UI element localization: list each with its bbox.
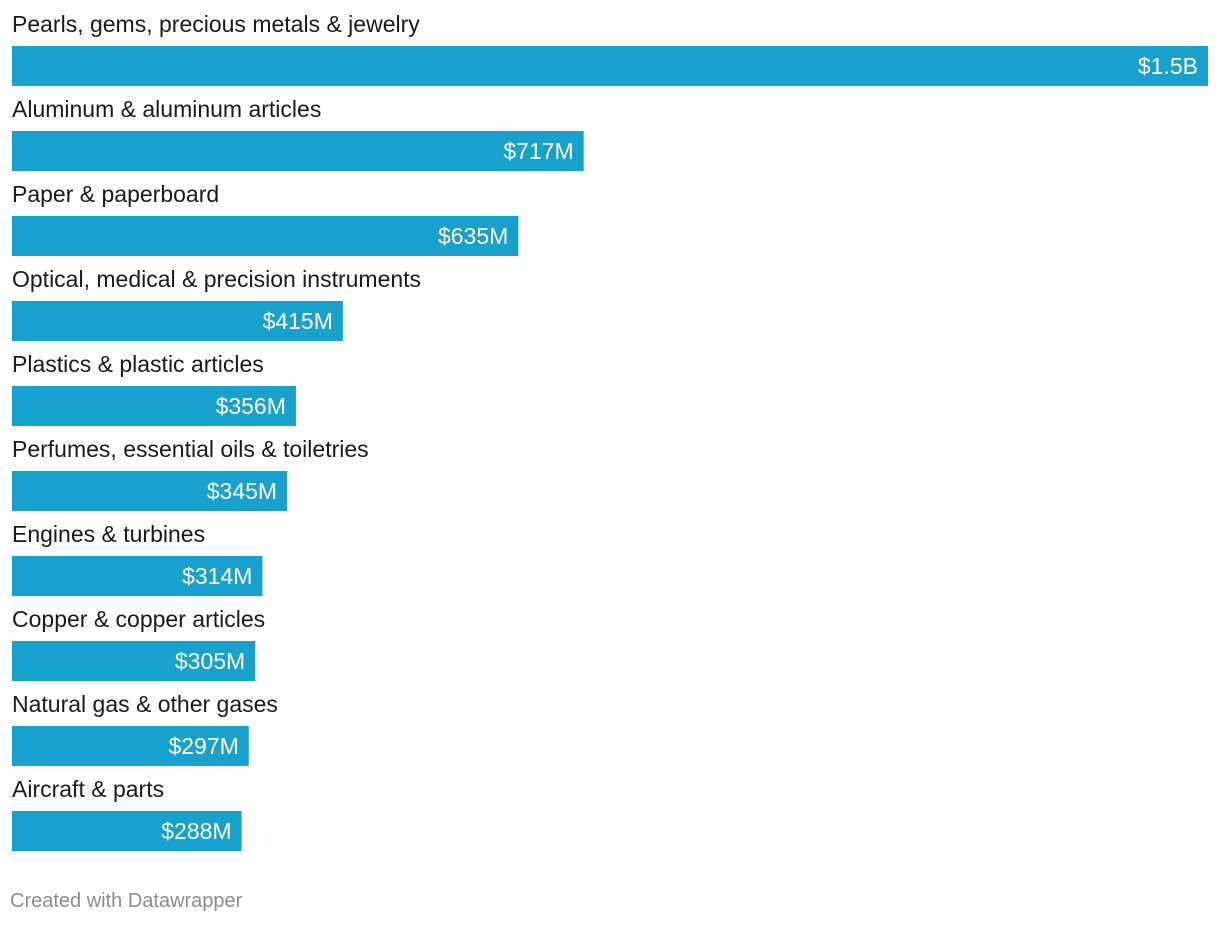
bar: [12, 556, 263, 596]
value-label: $717M: [503, 138, 573, 164]
bar-row: Aircraft & parts $288M: [12, 776, 242, 851]
category-label: Natural gas & other gases: [12, 691, 278, 717]
bar: [12, 386, 296, 426]
category-label: Paper & paperboard: [12, 181, 219, 207]
bar-row: Engines & turbines $314M: [12, 521, 263, 596]
category-label: Optical, medical & precision instruments: [12, 266, 421, 292]
value-label: $314M: [182, 563, 252, 589]
bar: [12, 811, 242, 851]
bar-row: Optical, medical & precision instruments…: [12, 266, 421, 341]
bar-row: Perfumes, essential oils & toiletries $34…: [12, 436, 369, 511]
bar-row: Aluminum & aluminum articles $717M: [12, 96, 584, 171]
bar-chart: Pearls, gems, precious metals & jewelry $…: [12, 11, 1208, 851]
category-label: Plastics & plastic articles: [12, 351, 264, 377]
value-label: $345M: [207, 478, 277, 504]
category-label: Copper & copper articles: [12, 606, 265, 632]
value-label: $635M: [438, 223, 508, 249]
bar-row: Natural gas & other gases $297M: [12, 691, 278, 766]
bar-row: Paper & paperboard $635M: [12, 181, 519, 256]
category-label: Perfumes, essential oils & toiletries: [12, 436, 369, 462]
value-label: $305M: [175, 648, 245, 674]
value-label: $1.5B: [1138, 53, 1198, 79]
datawrapper-credit[interactable]: Created with Datawrapper: [10, 890, 243, 912]
category-label: Aircraft & parts: [12, 776, 164, 802]
bar-row: Plastics & plastic articles $356M: [12, 351, 296, 426]
bar: [12, 471, 288, 511]
category-label: Pearls, gems, precious metals & jewelry: [12, 11, 420, 37]
bar-row: Copper & copper articles $305M: [12, 606, 265, 681]
bar: [12, 726, 249, 766]
value-label: $297M: [168, 733, 238, 759]
bar: [12, 131, 584, 171]
value-label: $415M: [263, 308, 333, 334]
bar: [12, 641, 256, 681]
value-label: $288M: [161, 818, 231, 844]
category-label: Aluminum & aluminum articles: [12, 96, 321, 122]
bar: [12, 46, 1208, 86]
category-label: Engines & turbines: [12, 521, 205, 547]
bar-row: Pearls, gems, precious metals & jewelry $…: [12, 11, 1208, 86]
bar: [12, 301, 343, 341]
bar: [12, 216, 519, 256]
value-label: $356M: [216, 393, 286, 419]
